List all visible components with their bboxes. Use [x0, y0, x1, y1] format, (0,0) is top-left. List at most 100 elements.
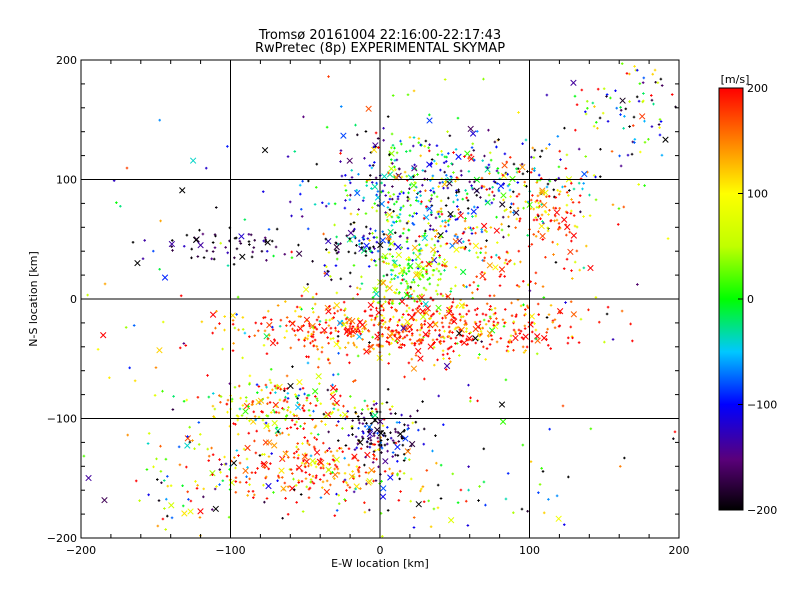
data-point: [478, 353, 481, 356]
data-point: [552, 253, 555, 256]
data-point-cross: [260, 460, 268, 468]
data-point-cross: [500, 192, 507, 199]
data-point: [402, 191, 405, 195]
data-point: [388, 248, 392, 251]
data-point: [219, 241, 223, 245]
data-point: [226, 264, 230, 267]
data-point: [504, 258, 508, 262]
data-point: [497, 189, 501, 193]
data-point: [465, 192, 469, 196]
data-point: [396, 195, 400, 198]
data-point: [443, 155, 447, 159]
data-point: [515, 284, 519, 287]
data-point: [372, 300, 375, 303]
data-point-cross: [264, 239, 271, 246]
data-point: [295, 427, 299, 430]
data-point: [432, 253, 436, 257]
data-point: [435, 195, 439, 199]
data-point: [344, 173, 347, 177]
data-point: [264, 240, 267, 244]
data-point: [335, 235, 338, 239]
data-point: [389, 317, 392, 321]
data-point: [451, 313, 455, 316]
data-point: [329, 450, 333, 453]
data-point: [614, 89, 617, 93]
data-point: [160, 481, 163, 485]
data-point: [437, 185, 440, 188]
data-point: [354, 410, 357, 414]
data-point: [314, 186, 318, 189]
data-point: [534, 234, 538, 238]
data-point: [546, 344, 550, 347]
data-point: [562, 523, 566, 526]
data-point: [300, 294, 304, 298]
data-point: [193, 447, 196, 450]
data-point: [420, 200, 423, 204]
data-point: [408, 214, 412, 217]
data-point: [182, 244, 186, 248]
data-point: [371, 335, 374, 339]
data-point: [388, 197, 392, 201]
data-point: [325, 265, 328, 269]
data-point: [502, 235, 505, 239]
data-point: [619, 164, 623, 168]
data-point: [470, 184, 473, 187]
data-point: [439, 199, 443, 203]
data-point: [593, 105, 596, 108]
data-point: [387, 262, 391, 266]
data-point: [195, 487, 199, 490]
data-point: [546, 182, 550, 186]
data-point: [345, 234, 349, 238]
data-point: [484, 199, 488, 203]
data-point: [286, 397, 290, 400]
data-point: [305, 485, 309, 489]
data-point: [411, 215, 415, 218]
data-point: [409, 294, 413, 298]
data-point: [306, 337, 309, 341]
data-point: [334, 329, 338, 333]
data-point: [320, 420, 323, 423]
data-point: [318, 319, 322, 323]
data-point: [275, 426, 279, 429]
data-point: [408, 458, 411, 461]
data-point: [473, 308, 477, 312]
data-point: [303, 339, 306, 342]
data-point: [489, 334, 493, 337]
data-point: [245, 481, 248, 484]
data-point: [376, 440, 380, 443]
data-point: [394, 453, 397, 457]
data-point: [611, 203, 615, 207]
data-point: [465, 327, 468, 330]
data-point: [391, 455, 395, 458]
data-point: [403, 335, 407, 339]
data-point: [435, 461, 438, 465]
data-point: [395, 200, 398, 204]
data-point-cross: [296, 250, 303, 257]
data-point: [409, 414, 412, 418]
data-point: [236, 418, 240, 422]
data-point: [433, 159, 436, 163]
data-point: [277, 474, 280, 478]
data-point: [349, 193, 352, 197]
data-point: [466, 199, 470, 202]
data-point: [277, 411, 281, 415]
data-point: [429, 314, 433, 318]
data-point: [384, 326, 387, 329]
data-point: [363, 418, 366, 422]
data-point: [231, 319, 235, 322]
data-point: [482, 77, 485, 81]
data-point: [541, 285, 545, 288]
data-point: [342, 404, 345, 408]
data-point-cross: [387, 474, 394, 481]
data-point: [507, 233, 510, 237]
data-point: [172, 395, 175, 398]
data-point: [670, 93, 674, 96]
data-point: [459, 169, 463, 173]
data-point: [253, 334, 257, 337]
data-point: [356, 324, 360, 328]
data-point: [571, 336, 574, 340]
data-point: [468, 242, 472, 246]
data-point: [349, 222, 353, 226]
data-point: [198, 516, 202, 519]
data-point: [503, 321, 506, 325]
